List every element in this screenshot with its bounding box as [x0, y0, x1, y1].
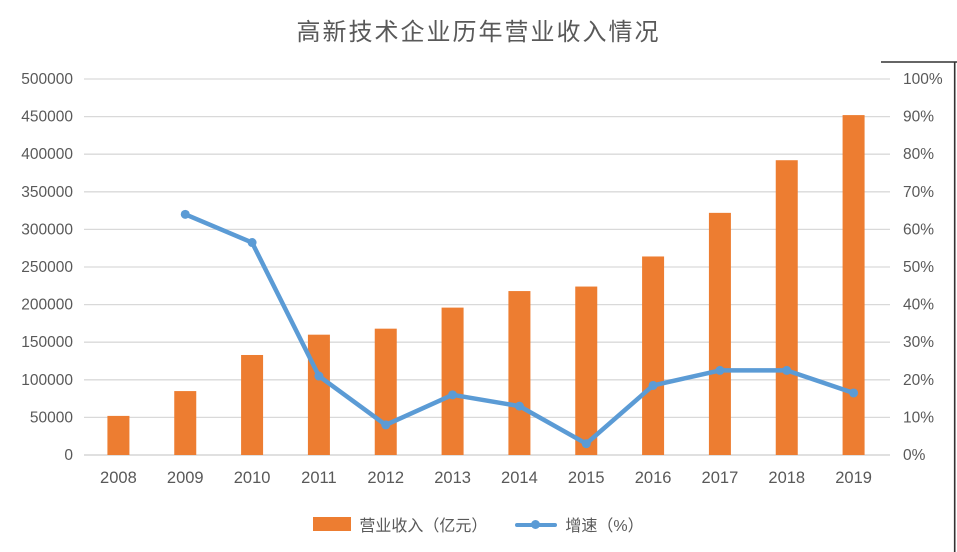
- revenue-bar-swatch-icon: [313, 517, 352, 531]
- growth-point-2014: [514, 401, 524, 411]
- right-axis-tick-label: 100%: [903, 71, 943, 88]
- revenue-bar-2016: [642, 256, 665, 455]
- growth-point-2018: [782, 365, 792, 375]
- right-axis-tick-label: 50%: [903, 259, 934, 276]
- right-axis-tick-label: 30%: [903, 334, 934, 351]
- left-axis-tick-label: 50000: [30, 409, 73, 426]
- legend-growth-label: 增速（%）: [565, 518, 644, 535]
- chart-legend: 营业收入（亿元） 增速（%）: [0, 512, 957, 536]
- revenue-bar-2010: [241, 354, 264, 455]
- legend-revenue-label: 营业收入（亿元）: [359, 518, 488, 535]
- left-axis-tick-label: 350000: [21, 184, 73, 201]
- left-axis-tick-label: 100000: [21, 372, 73, 389]
- growth-point-2011: [314, 371, 324, 381]
- legend-item-revenue: 营业收入（亿元）: [313, 512, 487, 536]
- right-axis-tick-label: 60%: [903, 221, 934, 238]
- revenue-bar-2009: [174, 391, 197, 455]
- right-axis-tick-label: 0%: [903, 447, 926, 464]
- revenue-bar-2015: [575, 286, 598, 455]
- revenue-bar-2012: [374, 328, 397, 455]
- growth-point-2016: [648, 380, 658, 390]
- legend-item-growth: 增速（%）: [497, 512, 644, 536]
- growth-point-2009: [180, 209, 190, 219]
- right-axis-tick-label: 40%: [903, 297, 934, 314]
- right-axis-tick-label: 80%: [903, 146, 934, 163]
- left-axis-tick-label: 400000: [21, 146, 73, 163]
- left-axis-tick-label: 0: [64, 447, 73, 464]
- revenue-bar-2014: [508, 291, 531, 455]
- chart-title: 高新技术企业历年营业收入情况: [296, 20, 661, 46]
- left-axis-tick-label: 450000: [21, 109, 73, 126]
- right-axis-tick-label: 70%: [903, 184, 934, 201]
- growth-point-2013: [448, 390, 458, 400]
- x-axis-label-2015: 2015: [568, 469, 605, 487]
- x-axis-label-2018: 2018: [768, 469, 805, 487]
- revenue-bar-2011: [307, 334, 330, 455]
- growth-point-2012: [381, 420, 391, 430]
- x-axis-label-2017: 2017: [702, 469, 739, 487]
- left-axis-tick-label: 500000: [21, 71, 73, 88]
- x-axis-label-2014: 2014: [501, 469, 538, 487]
- x-axis-label-2012: 2012: [367, 469, 404, 487]
- revenue-bar-2013: [441, 307, 464, 455]
- revenue-bar-2018: [775, 160, 798, 455]
- right-axis-tick-label: 20%: [903, 372, 934, 389]
- left-axis-tick-label: 250000: [21, 259, 73, 276]
- left-axis-tick-label: 200000: [21, 297, 73, 314]
- growth-point-2015: [581, 439, 591, 449]
- x-axis-label-2019: 2019: [835, 469, 872, 487]
- revenue-bar-2019: [842, 115, 865, 455]
- right-axis-tick-label: 10%: [903, 409, 934, 426]
- growth-point-2019: [849, 388, 859, 398]
- x-axis-label-2009: 2009: [167, 469, 204, 487]
- x-axis-label-2016: 2016: [635, 469, 672, 487]
- growth-point-2017: [715, 365, 725, 375]
- left-axis-tick-label: 300000: [21, 221, 73, 238]
- x-axis-label-2011: 2011: [301, 469, 336, 487]
- x-axis-label-2008: 2008: [100, 469, 137, 487]
- x-axis-label-2013: 2013: [434, 469, 471, 487]
- left-axis-tick-label: 150000: [21, 334, 73, 351]
- revenue-bar-2017: [708, 212, 731, 455]
- right-axis-tick-label: 90%: [903, 109, 934, 126]
- growth-line-swatch-icon: [515, 519, 558, 529]
- x-axis-label-2010: 2010: [234, 469, 271, 487]
- revenue-bar-2008: [107, 415, 130, 455]
- growth-point-2010: [247, 238, 257, 248]
